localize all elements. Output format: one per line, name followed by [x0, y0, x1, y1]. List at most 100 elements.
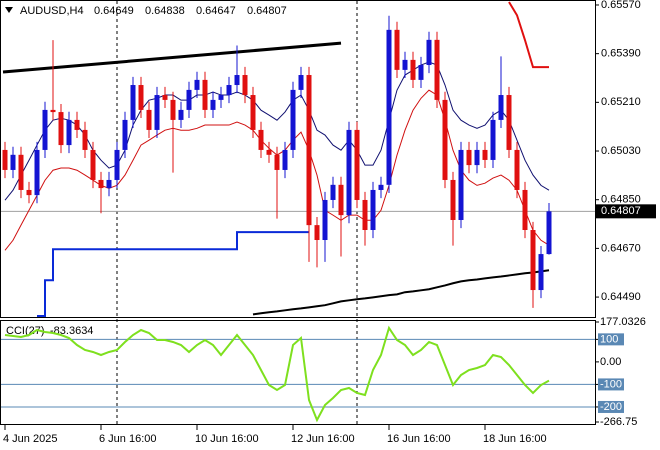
- candle-body: [338, 184, 344, 216]
- candle-body: [282, 149, 288, 170]
- candle-body: [202, 79, 208, 110]
- y-tick-label: 0.64670: [601, 242, 641, 254]
- candle-body: [314, 225, 320, 241]
- header-open: 0.64649: [94, 5, 134, 17]
- candle-body: [394, 29, 400, 70]
- candle-body: [434, 39, 440, 100]
- symbol: AUDUSD,H4: [20, 5, 84, 17]
- candle-body: [26, 189, 32, 196]
- symbol-menu-arrow: [5, 7, 13, 13]
- candle-body: [474, 149, 480, 166]
- candle-body: [250, 95, 256, 130]
- header-high: 0.64838: [145, 5, 185, 17]
- candle-body: [322, 199, 328, 241]
- indicator-panel-frame: [0, 320, 596, 425]
- x-tick-label: 18 Jun 16:00: [483, 433, 547, 445]
- candle-body: [130, 85, 136, 120]
- candle-body: [442, 99, 448, 180]
- candle-body: [146, 109, 152, 130]
- candle-body: [42, 109, 48, 150]
- candle-body: [426, 39, 432, 66]
- y-tick-label: 0.65390: [601, 48, 641, 60]
- indicator-y-tick-label: 0.00: [600, 356, 621, 368]
- candle-body: [210, 99, 216, 110]
- candle-body: [66, 119, 72, 146]
- candle-body: [122, 119, 128, 150]
- candle-body: [490, 119, 496, 160]
- level-tag: [598, 333, 624, 346]
- candle-body: [218, 95, 224, 100]
- candle-body: [18, 154, 24, 190]
- candle-body: [258, 129, 264, 150]
- candle-body: [2, 149, 8, 170]
- candle-body: [50, 109, 56, 113]
- candle-body: [106, 179, 112, 189]
- candle-body: [530, 229, 536, 291]
- y-tick-label: 0.65210: [601, 96, 641, 108]
- level-tag: [598, 400, 624, 413]
- y-tick-label: 0.64850: [601, 194, 641, 206]
- candle-body: [330, 184, 336, 200]
- candle-body: [194, 79, 200, 90]
- candle-body: [98, 179, 104, 189]
- indicator-name: CCI(27): [6, 325, 45, 337]
- candle-body: [226, 85, 232, 96]
- candle-body: [10, 154, 16, 170]
- candle-body: [234, 75, 240, 86]
- indicator-value: -83.3634: [50, 325, 93, 337]
- x-tick-label: 12 Jun 16:00: [291, 433, 355, 445]
- candle-body: [386, 29, 392, 185]
- indicator-y-tick-label: -266.75: [600, 416, 637, 428]
- indicator-y-tick-label: 100: [600, 333, 618, 345]
- candle-body: [410, 59, 416, 80]
- x-tick-label: 10 Jun 16:00: [195, 433, 259, 445]
- candle-body: [538, 254, 544, 291]
- candle-body: [514, 149, 520, 190]
- candle-body: [186, 89, 192, 110]
- candle-body: [450, 179, 456, 220]
- candle-body: [274, 154, 280, 170]
- indicator-line: [4, 61, 550, 201]
- candle-body: [482, 149, 488, 160]
- candle-body: [346, 129, 352, 216]
- indicator-line: [37, 231, 309, 317]
- indicator-line: [252, 269, 550, 316]
- x-tick-label: 16 Jun 16:00: [387, 433, 451, 445]
- candle-body: [498, 95, 504, 120]
- candle-body: [170, 99, 176, 120]
- candle-body: [266, 149, 272, 155]
- indicator-y-tick-label: -200: [600, 401, 622, 413]
- candle-body: [74, 119, 80, 130]
- current-price-tag: [596, 204, 656, 219]
- indicator-line: [508, 1, 549, 69]
- candle-body: [114, 149, 120, 180]
- candle-body: [466, 149, 472, 166]
- candle-body: [522, 189, 528, 230]
- y-tick-label: 0.65570: [601, 0, 641, 11]
- candle-body: [154, 95, 160, 130]
- indicator-y-tick-label: 177.0326: [600, 316, 646, 328]
- candle-body: [306, 75, 312, 226]
- candle-body: [162, 95, 168, 100]
- indicator-y-tick-label: -100: [600, 378, 622, 390]
- candle-body: [34, 149, 40, 196]
- candle-body: [290, 89, 296, 150]
- trendline: [2, 41, 342, 74]
- candle-body: [138, 85, 144, 110]
- candle-body: [378, 184, 384, 190]
- candle-body: [82, 129, 88, 150]
- candle-body: [90, 149, 96, 180]
- candle-body: [242, 75, 248, 96]
- candle-body: [546, 211, 552, 255]
- level-tag: [598, 378, 624, 391]
- y-tick-label: 0.64490: [601, 291, 641, 303]
- current-price-label: 0.64807: [601, 205, 641, 217]
- candle-body: [298, 75, 304, 90]
- candle-body: [370, 189, 376, 230]
- candle-body: [178, 109, 184, 120]
- candle-body: [402, 59, 408, 70]
- main-panel-frame: [0, 0, 596, 318]
